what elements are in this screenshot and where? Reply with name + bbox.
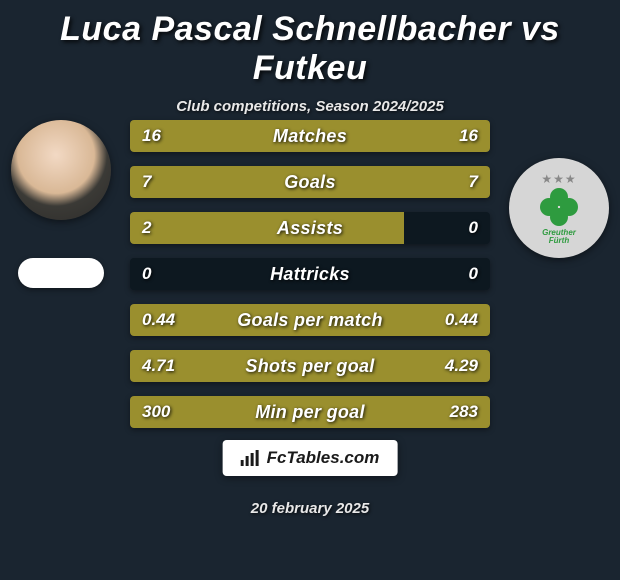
stat-row: Goals per match0.44 0.44 [130,304,490,336]
stat-value-left: 16 [142,120,161,152]
stat-value-right: 0.44 [445,304,478,336]
stat-label: Goals [130,166,490,198]
date-label: 20 february 2025 [0,500,620,517]
stat-row: Hattricks0 0 [130,258,490,290]
stat-label: Matches [130,120,490,152]
stat-row: Shots per goal4.71 4.29 [130,350,490,382]
stat-label: Min per goal [130,396,490,428]
stat-value-right: 7 [469,166,478,198]
stat-value-left: 4.71 [142,350,175,382]
stat-row: Min per goal300 283 [130,396,490,428]
stat-label: Hattricks [130,258,490,290]
badge-stars: ★★★ [541,172,576,186]
stat-row: Goals7 7 [130,166,490,198]
badge-text-line2: Fürth [549,237,569,245]
subtitle: Club competitions, Season 2024/2025 [0,98,620,115]
page-title: Luca Pascal Schnellbacher vs Futkeu [0,0,620,88]
brand-chart-icon [241,450,261,466]
brand-label: FcTables.com [267,448,380,468]
player-left-flag [18,258,104,288]
stat-value-left: 7 [142,166,151,198]
stat-row: Matches16 16 [130,120,490,152]
stat-value-right: 4.29 [445,350,478,382]
stat-value-right: 0 [469,212,478,244]
stat-value-left: 300 [142,396,170,428]
player-right-column: ★★★ Greuther Fürth [504,158,614,258]
stat-value-left: 0.44 [142,304,175,336]
stat-value-right: 283 [450,396,478,428]
player-left-photo [11,120,111,220]
player-left-column [6,120,116,288]
stat-label: Assists [130,212,490,244]
stats-container: Matches1616Goals77Assists20Hattricks00Go… [130,120,490,442]
stat-value-left: 0 [142,258,151,290]
clover-icon [540,188,578,226]
stat-value-left: 2 [142,212,151,244]
stat-row: Assists2 0 [130,212,490,244]
stat-value-right: 0 [469,258,478,290]
stat-label: Shots per goal [130,350,490,382]
brand-badge: FcTables.com [223,440,398,476]
stat-label: Goals per match [130,304,490,336]
player-right-club-badge: ★★★ Greuther Fürth [509,158,609,258]
stat-value-right: 16 [459,120,478,152]
